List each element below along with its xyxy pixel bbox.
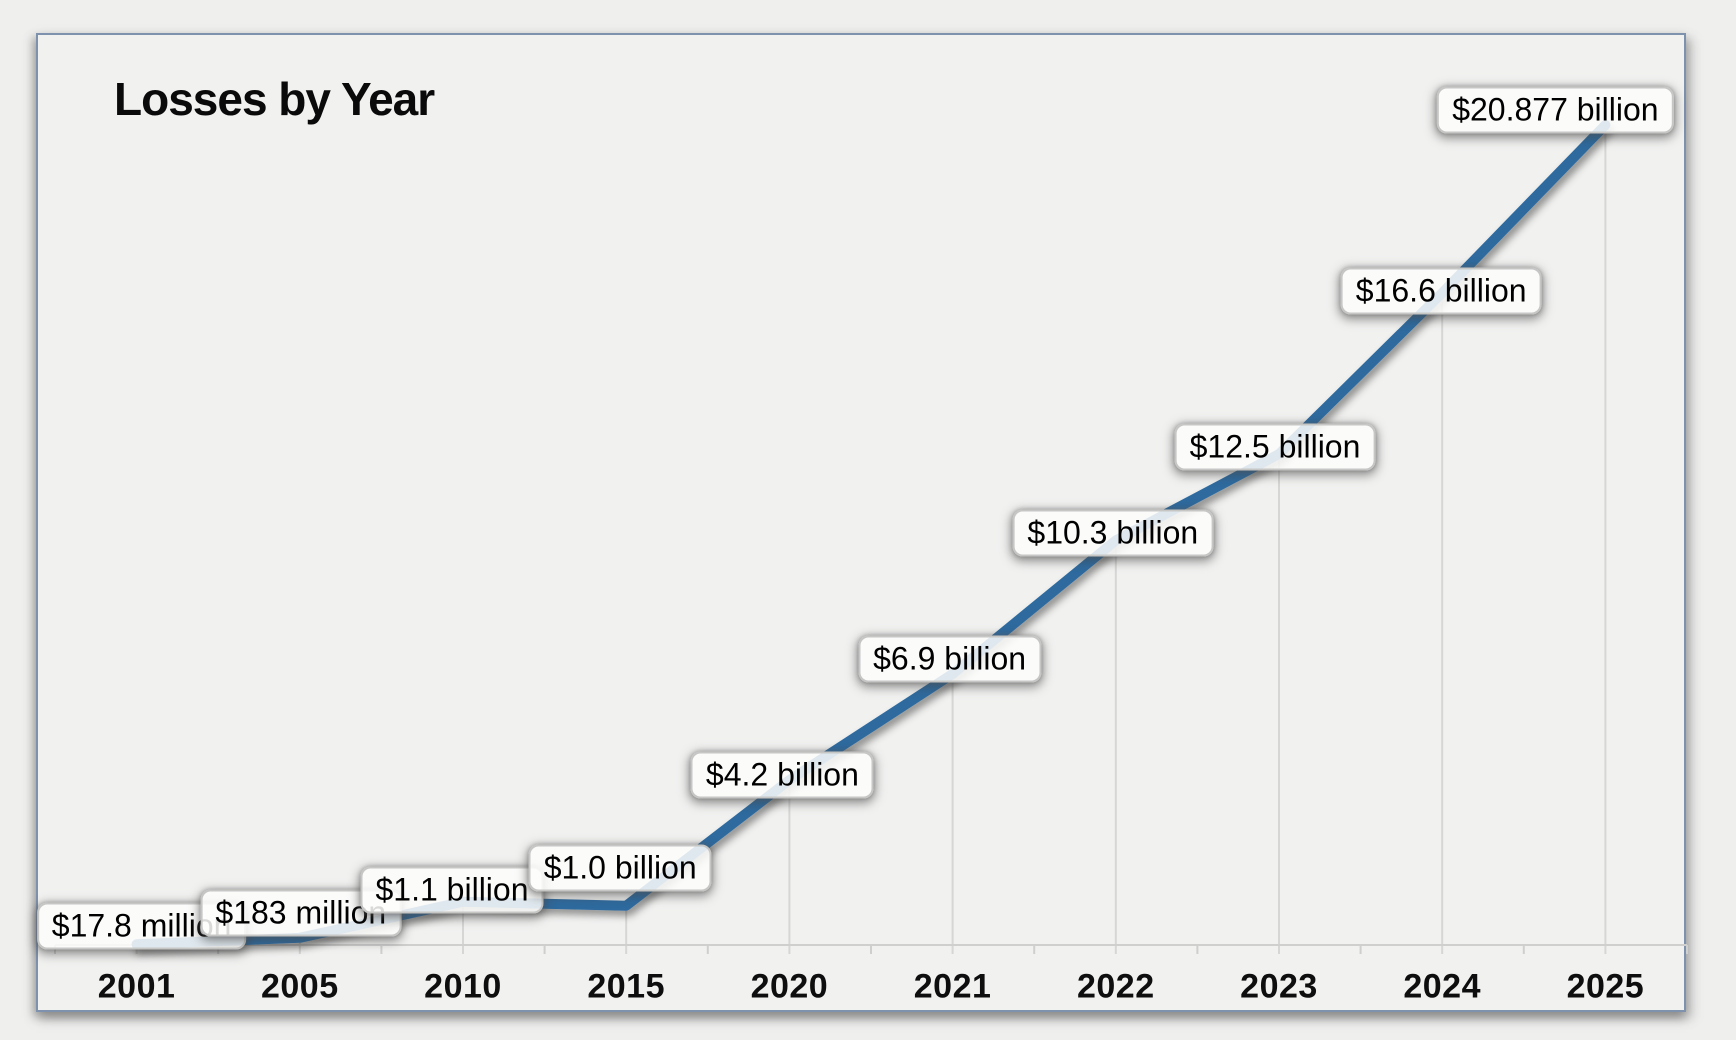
chart-frame — [36, 33, 1686, 1012]
data-label: $1.0 billion — [528, 844, 712, 892]
x-axis-year-label: 2024 — [1403, 967, 1482, 1006]
data-label: $6.9 billion — [858, 635, 1042, 683]
x-axis-year-label: 2022 — [1076, 967, 1155, 1006]
x-axis-year-label: 2023 — [1240, 967, 1318, 1006]
data-label: $10.3 billion — [1012, 509, 1214, 557]
x-axis-year-label: 2021 — [913, 967, 992, 1006]
data-label: $1.1 billion — [360, 866, 544, 914]
x-axis-year-label: 2020 — [750, 967, 829, 1006]
x-axis-year-label: 2005 — [260, 967, 339, 1006]
x-axis-year-label: 2025 — [1566, 967, 1645, 1006]
data-label: $16.6 billion — [1340, 267, 1542, 315]
drop-lines-group — [135, 124, 1607, 954]
data-label: $4.2 billion — [690, 751, 874, 799]
data-label: $20.877 billion — [1437, 86, 1674, 134]
chart-title: Losses by Year — [114, 73, 435, 125]
x-axis-year-label: 2001 — [97, 967, 176, 1006]
data-label: $12.5 billion — [1174, 423, 1376, 471]
x-axis-year-label: 2015 — [587, 967, 666, 1006]
x-axis-year-label: 2010 — [424, 967, 502, 1006]
